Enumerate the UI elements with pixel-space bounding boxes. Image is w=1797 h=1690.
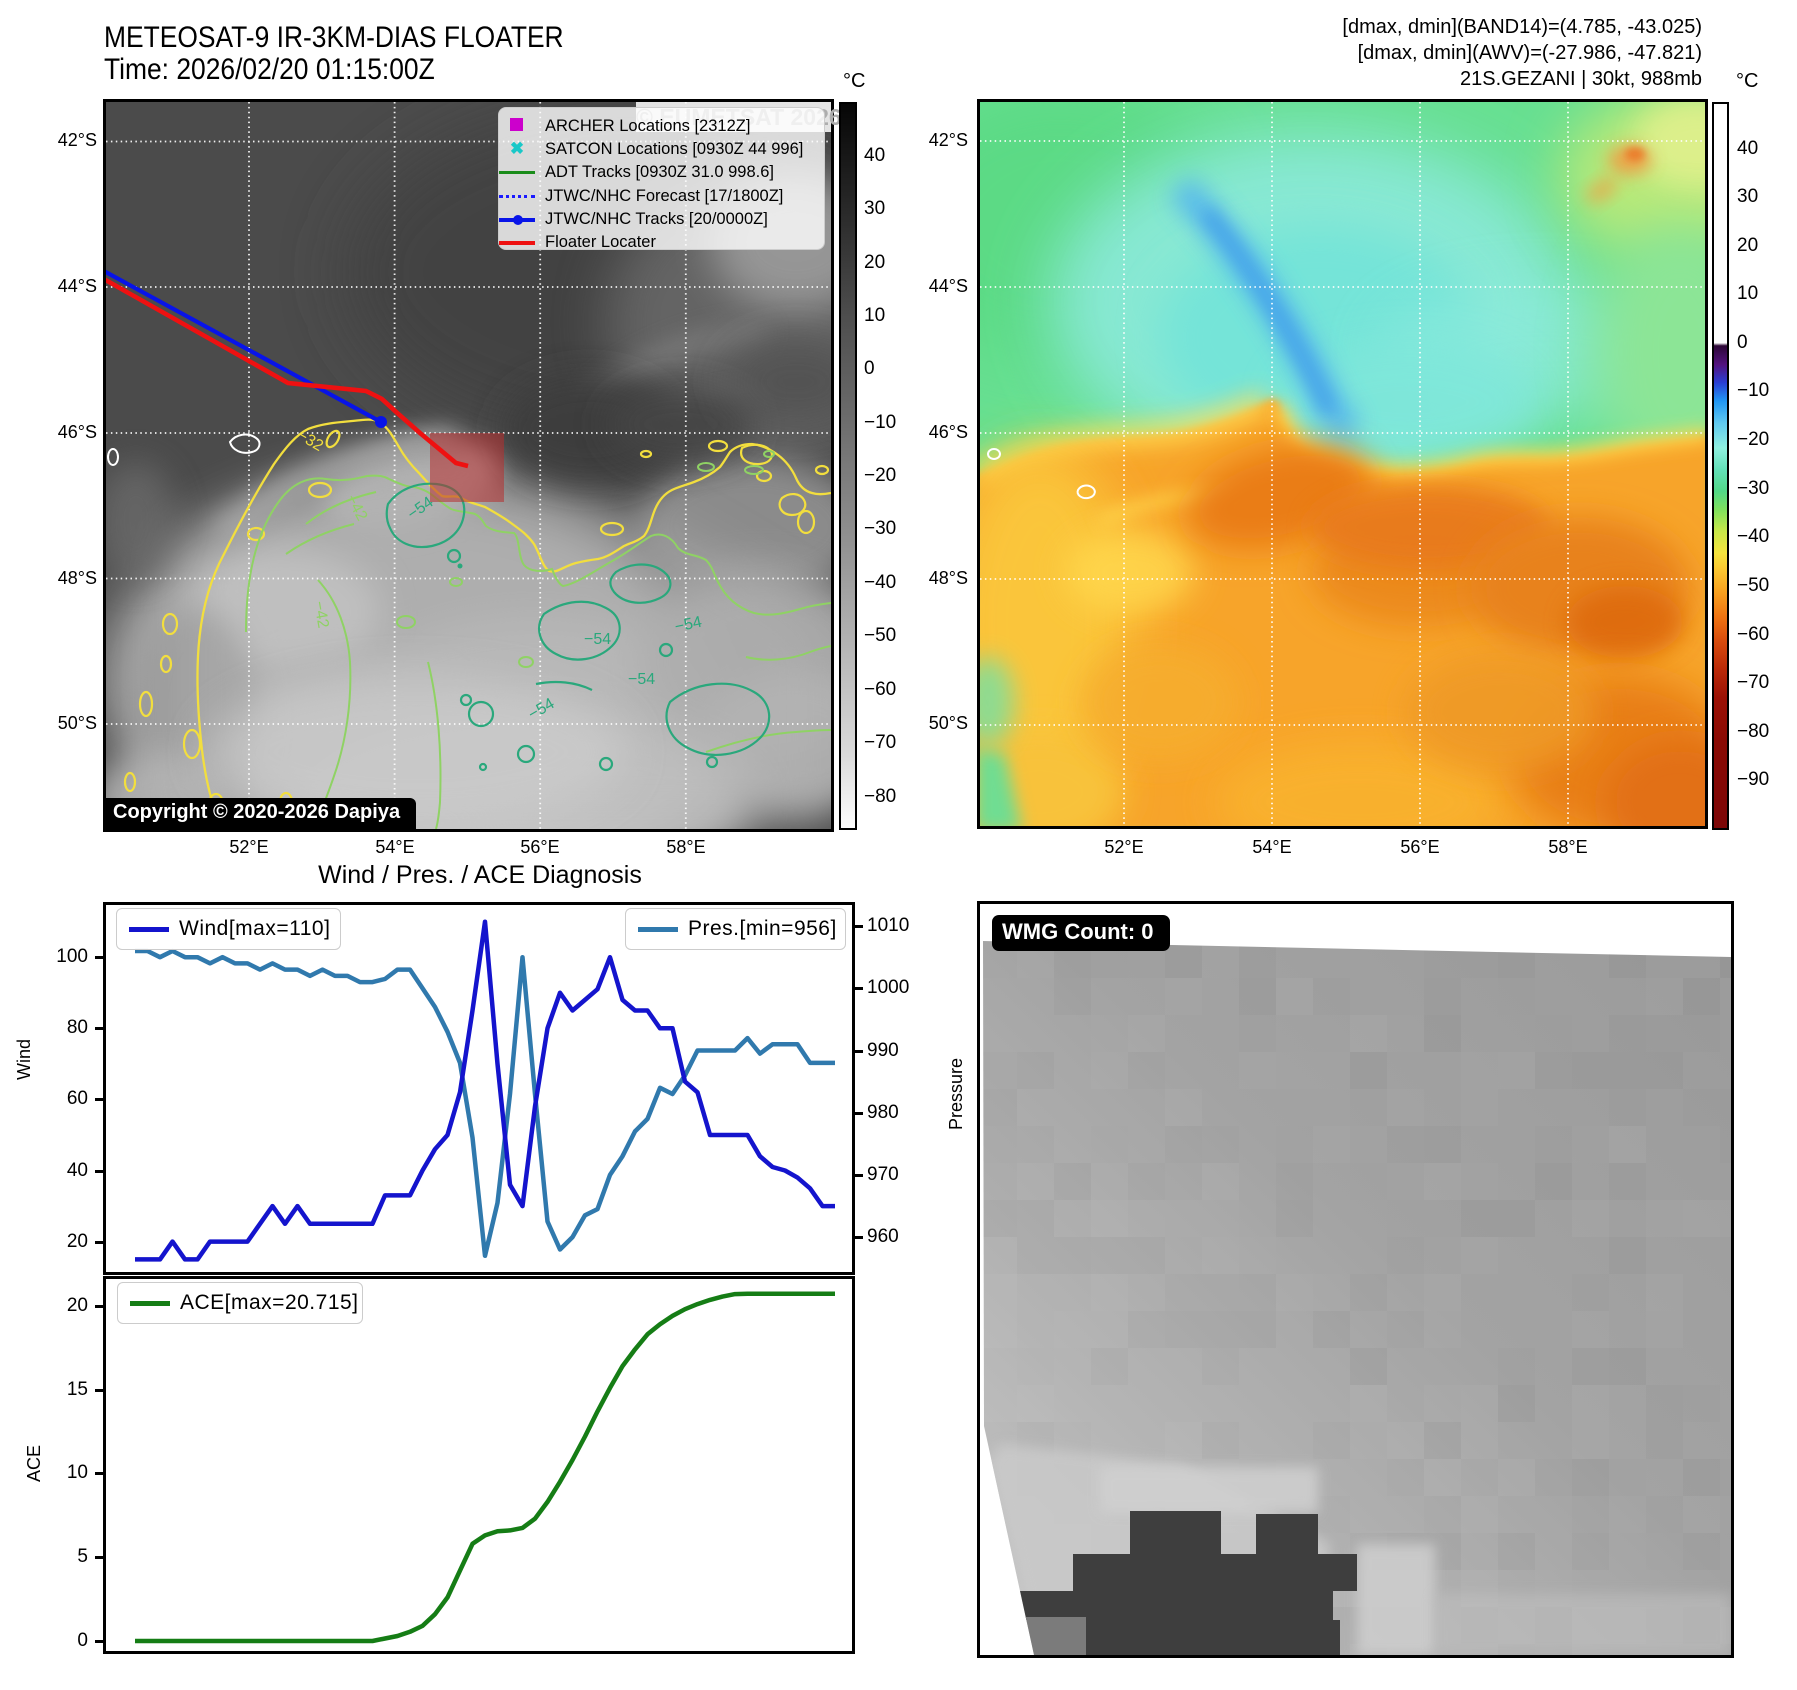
svg-text:−42: −42 xyxy=(310,600,331,630)
svg-text:−54: −54 xyxy=(673,614,703,636)
svg-text:−54: −54 xyxy=(584,631,611,648)
svg-text:−54: −54 xyxy=(628,671,655,688)
